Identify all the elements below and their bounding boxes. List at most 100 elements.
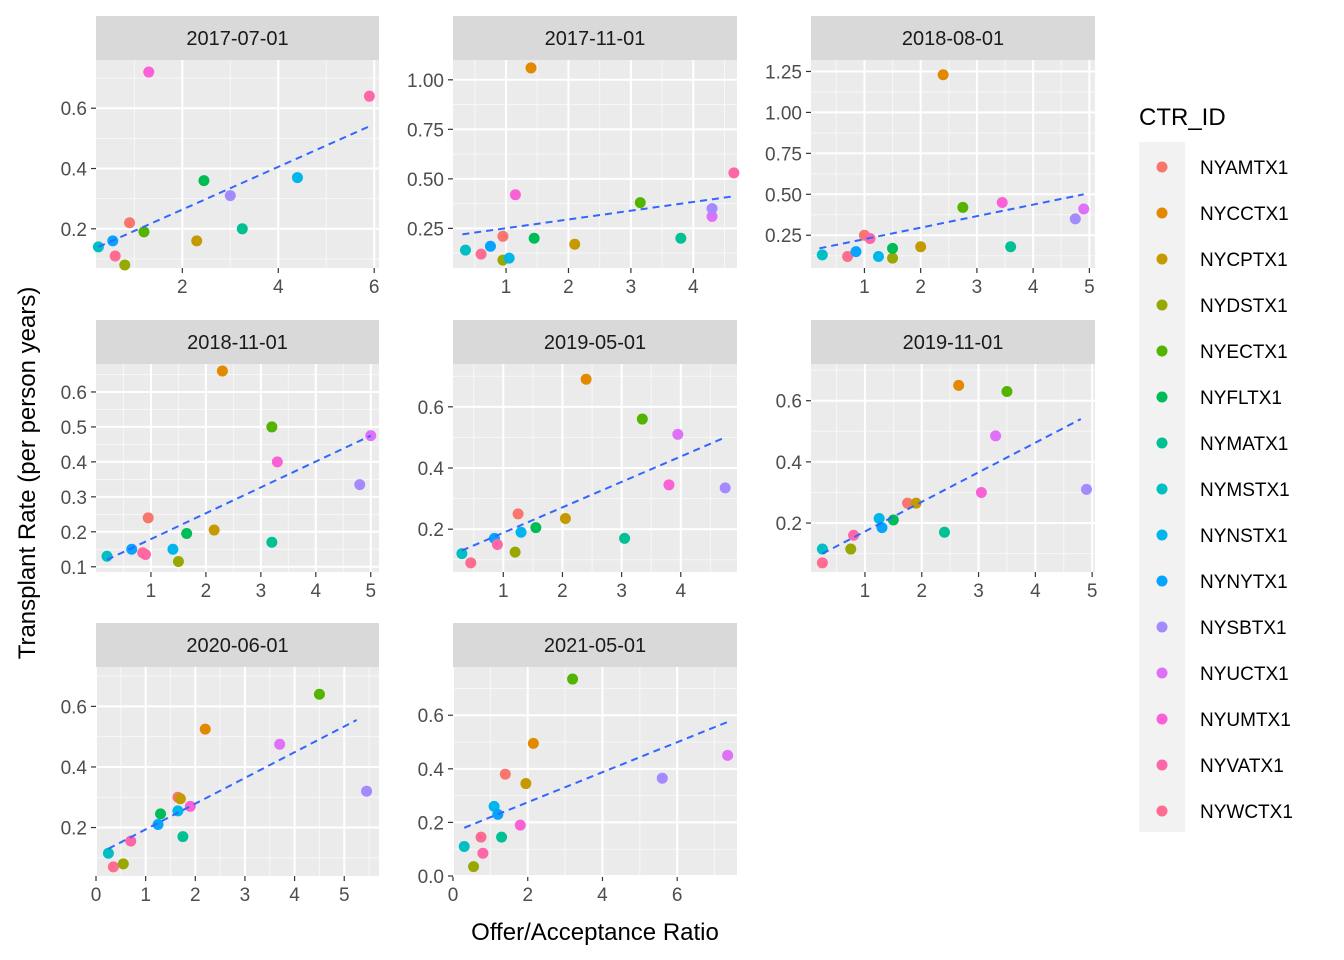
data-point-nysbtx1 — [224, 190, 236, 202]
data-point-nyectx1 — [138, 226, 150, 238]
legend-key-nyamtx1 — [1156, 161, 1168, 173]
data-point-nycptx1 — [569, 238, 581, 250]
data-point-nysbtx1 — [354, 479, 366, 491]
data-point-nymatx1 — [496, 831, 508, 843]
data-point-nydstx1 — [468, 861, 480, 873]
data-point-nycptx1 — [559, 512, 571, 524]
y-tick-label: 0.2 — [418, 520, 444, 541]
data-point-nysbtx1 — [1080, 483, 1092, 495]
data-point-nycptx1 — [915, 241, 927, 253]
y-tick-label: 0.4 — [61, 758, 88, 779]
data-point-nydstx1 — [119, 259, 131, 271]
data-point-nynytx1 — [484, 240, 496, 252]
data-point-nycctx1 — [937, 69, 949, 81]
data-point-nycptx1 — [191, 235, 203, 247]
data-point-nycctx1 — [953, 379, 965, 391]
x-tick-label: 2 — [557, 581, 568, 602]
legend-key-nycctx1 — [1156, 207, 1168, 219]
x-tick-label: 2 — [190, 885, 201, 906]
data-point-nymstx1 — [102, 847, 114, 859]
panel-background — [811, 364, 1095, 572]
legend-key-nyvatx1 — [1156, 759, 1168, 771]
data-point-nymatx1 — [236, 223, 248, 235]
data-point-nynstx1 — [503, 252, 515, 264]
legend-label: NYMATX1 — [1200, 434, 1288, 455]
data-point-nymstx1 — [456, 548, 468, 560]
legend-label: NYVATX1 — [1200, 756, 1284, 777]
data-point-nymatx1 — [266, 536, 278, 548]
data-point-nyuctx1 — [722, 749, 734, 761]
panel-background — [453, 60, 737, 268]
y-tick-label: 0.2 — [61, 819, 87, 840]
y-tick-label: 0.0 — [418, 867, 444, 888]
legend-label: NYUMTX1 — [1200, 710, 1291, 731]
data-point-nyumtx1 — [663, 479, 675, 491]
legend-label: NYWCTX1 — [1200, 802, 1293, 823]
y-tick-label: 0.2 — [776, 514, 802, 535]
facet-panel: 2018-08-01 1 2 3 4 5 0.25 0.50 0.75 1.00 1.25 — [765, 16, 1095, 298]
facet-strip-label: 2017-07-01 — [186, 28, 288, 50]
x-tick-label: 4 — [1028, 277, 1039, 298]
data-point-nyfltx1 — [198, 175, 210, 187]
x-tick-label: 6 — [672, 885, 683, 906]
data-point-nyamtx1 — [497, 230, 509, 242]
facet-strip — [96, 623, 379, 667]
x-tick-label: 5 — [1087, 581, 1098, 602]
y-tick-label: 0.75 — [407, 120, 444, 141]
data-point-nynstx1 — [872, 251, 884, 263]
facet-panel: 2017-11-01 1 2 3 4 0.25 0.50 0.75 1.00 — [407, 16, 740, 298]
y-tick-label: 0.1 — [61, 558, 87, 579]
facet-strip-label: 2017-11-01 — [545, 28, 646, 50]
data-point-nyamtx1 — [512, 508, 524, 520]
data-point-nywctx1 — [465, 557, 477, 569]
data-point-nyectx1 — [266, 421, 278, 433]
legend-label: NYCCTX1 — [1200, 204, 1289, 225]
legend-title: CTR_ID — [1139, 104, 1226, 131]
x-tick-label: 5 — [365, 581, 376, 602]
data-point-nycctx1 — [199, 723, 211, 735]
y-tick-label: 0.2 — [61, 220, 87, 241]
legend-key-nycptx1 — [1156, 253, 1168, 265]
data-point-nysbtx1 — [656, 772, 668, 784]
legend-label: NYECTX1 — [1200, 342, 1288, 363]
facet-strip-label: 2019-05-01 — [544, 332, 646, 354]
data-point-nywctx1 — [475, 248, 487, 260]
data-point-nyvatx1 — [477, 847, 489, 859]
facet-strip — [453, 623, 737, 667]
data-point-nyfltx1 — [887, 242, 899, 254]
legend-label: NYNSTX1 — [1200, 526, 1288, 547]
panel-background — [453, 667, 737, 876]
data-point-nyuctx1 — [990, 430, 1002, 442]
panel-background — [96, 667, 379, 876]
y-tick-label: 0.50 — [407, 170, 444, 191]
legend-key-nywctx1 — [1156, 805, 1168, 817]
facet-strip — [811, 16, 1095, 60]
x-tick-label: 1 — [501, 277, 512, 298]
data-point-nyectx1 — [957, 201, 969, 213]
data-point-nymatx1 — [1005, 241, 1017, 253]
data-point-nynstx1 — [873, 512, 885, 524]
data-point-nyvatx1 — [491, 538, 503, 550]
x-tick-label: 6 — [369, 277, 380, 298]
data-point-nysbtx1 — [361, 785, 373, 797]
y-tick-label: 0.6 — [61, 697, 87, 718]
data-point-nydstx1 — [509, 546, 521, 558]
data-point-nydstx1 — [172, 556, 184, 568]
y-tick-label: 0.6 — [61, 99, 87, 120]
data-point-nyuctx1 — [1078, 203, 1090, 215]
facet-panel: 2017-07-01 2 4 6 0.2 0.4 0.6 — [61, 16, 380, 298]
data-point-nyfltx1 — [155, 808, 167, 820]
x-tick-label: 5 — [339, 885, 350, 906]
y-tick-label: 0.3 — [61, 488, 87, 509]
data-point-nyvatx1 — [125, 835, 137, 847]
data-point-nymstx1 — [459, 244, 471, 256]
data-point-nyumtx1 — [975, 486, 987, 498]
legend-key-nynytx1 — [1156, 575, 1168, 587]
trend-line — [97, 125, 370, 248]
data-point-nymatx1 — [619, 532, 631, 544]
data-point-nydstx1 — [117, 858, 129, 870]
data-point-nywctx1 — [475, 831, 487, 843]
data-point-nyectx1 — [1001, 386, 1013, 398]
y-tick-label: 0.2 — [61, 523, 87, 544]
